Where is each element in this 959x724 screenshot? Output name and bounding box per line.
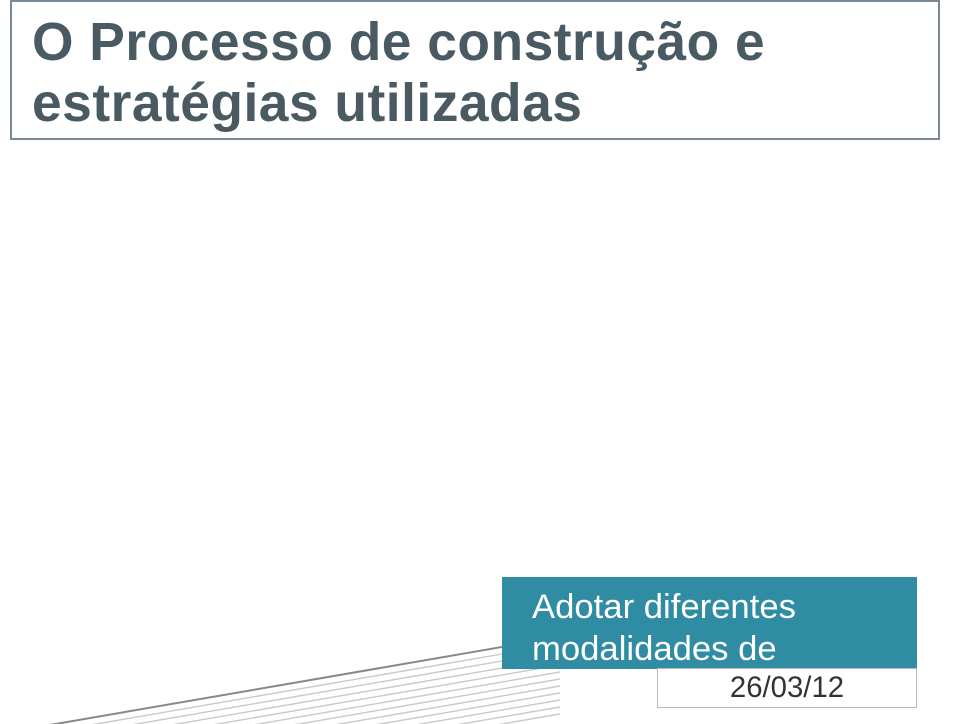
title-line1: O Processo de construção e (32, 12, 918, 73)
slide: O Processo de construção e estratégias u… (0, 0, 959, 724)
decor-hatch (0, 614, 560, 724)
title-line2: estratégias utilizadas (32, 73, 918, 134)
hatch-icon (0, 614, 560, 724)
title-box: O Processo de construção e estratégias u… (10, 0, 940, 140)
callout-box: Adotar diferentes modalidades de (502, 577, 917, 669)
callout-line1: Adotar diferentes (532, 587, 899, 629)
callout-line2: modalidades de (532, 629, 899, 669)
date-box: 26/03/12 (657, 668, 917, 708)
date-text: 26/03/12 (730, 671, 844, 705)
